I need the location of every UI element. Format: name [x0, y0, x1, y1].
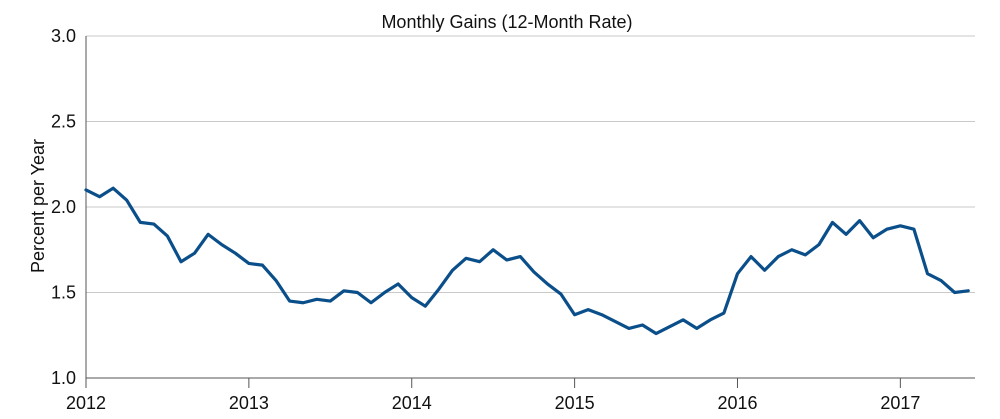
- x-tick-label: 2016: [717, 393, 757, 413]
- chart-title: Monthly Gains (12-Month Rate): [381, 12, 632, 32]
- y-ticks-layer: 1.0 1.5 2.0 2.5 3.0: [51, 26, 76, 388]
- series-line: [84, 186, 970, 336]
- x-tick-label: 2015: [555, 393, 595, 413]
- series-layer: [84, 186, 970, 336]
- x-tick-label: 2012: [66, 393, 106, 413]
- x-tick-label: 2013: [229, 393, 269, 413]
- grid-layer: [86, 35, 975, 379]
- y-tick-label: 3.0: [51, 26, 76, 46]
- y-axis-label: Percent per Year: [28, 139, 48, 273]
- x-ticks-layer: 2012 2013 2014 2015 2016 2017: [66, 378, 920, 413]
- y-tick-label: 2.0: [51, 197, 76, 217]
- y-tick-label: 2.5: [51, 112, 76, 132]
- x-tick-label: 2014: [392, 393, 432, 413]
- x-tick-label: 2017: [880, 393, 920, 413]
- axis-layer: [85, 36, 975, 379]
- y-tick-label: 1.0: [51, 368, 76, 388]
- y-tick-label: 1.5: [51, 283, 76, 303]
